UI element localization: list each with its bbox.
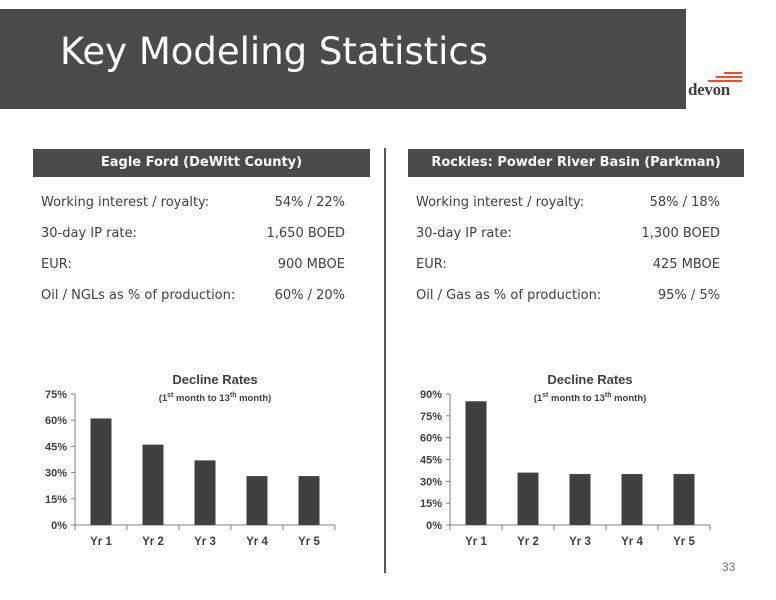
right-y-tick-label: 75% xyxy=(420,411,442,423)
logo-stripes-icon xyxy=(708,72,742,82)
left-x-tick-label: Yr 3 xyxy=(194,536,216,548)
right-x-tick-label: Yr 5 xyxy=(673,536,695,548)
right-decline-chart: Decline Rates (1st month to 13th month) 0%… xyxy=(395,368,725,563)
left-x-tick-label: Yr 2 xyxy=(142,536,164,548)
stat-label: Working interest / royalty: xyxy=(41,195,210,210)
title-banner-lower xyxy=(0,60,640,109)
right-decline-chart-svg: Decline Rates (1st month to 13th month) 0%… xyxy=(420,372,711,548)
stat-value: 60% / 20% xyxy=(274,288,345,303)
right-y-tick-label: 0% xyxy=(426,520,442,532)
left-decline-chart-svg: Decline Rates (1st month to 13th month) 0%… xyxy=(45,372,336,548)
page-number: 33 xyxy=(722,560,736,574)
left-y-tick-label: 30% xyxy=(45,468,67,480)
devon-logo: devon xyxy=(686,72,746,102)
stat-label: EUR: xyxy=(41,257,72,272)
stat-label: Oil / NGLs as % of production: xyxy=(41,288,236,303)
right-bar xyxy=(517,472,539,525)
left-y-tick-label: 60% xyxy=(45,415,67,427)
logo-text: devon xyxy=(688,80,730,99)
right-y-tick-label: 15% xyxy=(420,498,442,510)
right-x-tick-label: Yr 4 xyxy=(621,536,643,548)
left-y-tick-label: 75% xyxy=(45,389,67,401)
left-x-tick-label: Yr 4 xyxy=(246,536,268,548)
stat-label: Oil / Gas as % of production: xyxy=(416,288,602,303)
right-bar xyxy=(673,474,695,525)
slide-title: Key Modeling Statistics xyxy=(60,30,489,73)
stat-value: 58% / 18% xyxy=(649,195,720,210)
right-y-tick-label: 30% xyxy=(420,476,442,488)
stat-label: 30-day IP rate: xyxy=(416,226,512,241)
left-bar xyxy=(298,476,320,525)
right-chart-title: Decline Rates xyxy=(547,372,632,387)
right-bar xyxy=(465,401,487,525)
stat-value: 1,300 BOED xyxy=(641,226,721,241)
stat-label: 30-day IP rate: xyxy=(41,226,137,241)
right-chart-subtitle: (1st month to 13th month) xyxy=(534,392,647,404)
right-x-tick-label: Yr 1 xyxy=(465,536,487,548)
stat-value: 95% / 5% xyxy=(657,288,720,303)
stat-value: 1,650 BOED xyxy=(266,226,346,241)
stat-value: 900 MBOE xyxy=(277,257,345,272)
stat-value: 54% / 22% xyxy=(274,195,345,210)
right-x-tick-label: Yr 3 xyxy=(569,536,591,548)
left-chart-subtitle: (1st month to 13th month) xyxy=(159,392,272,404)
panel-divider xyxy=(384,148,386,573)
left-y-tick-label: 15% xyxy=(45,494,67,506)
right-x-tick-label: Yr 2 xyxy=(517,536,539,548)
left-bar xyxy=(194,460,216,525)
left-decline-chart: Decline Rates (1st month to 13th month) 0%… xyxy=(20,368,350,563)
left-y-tick-label: 0% xyxy=(51,520,67,532)
left-bar xyxy=(142,444,164,525)
left-chart-title: Decline Rates xyxy=(172,372,257,387)
right-y-tick-label: 60% xyxy=(420,433,442,445)
left-x-tick-label: Yr 1 xyxy=(90,536,112,548)
left-bar xyxy=(246,476,268,525)
right-bar xyxy=(569,474,591,525)
stat-value: 425 MBOE xyxy=(652,257,720,272)
left-bar xyxy=(90,418,112,525)
left-panel-header: Eagle Ford (DeWitt County) xyxy=(33,149,370,177)
stat-label: EUR: xyxy=(416,257,447,272)
right-y-tick-label: 45% xyxy=(420,455,442,467)
right-y-tick-label: 90% xyxy=(420,389,442,401)
stat-label: Working interest / royalty: xyxy=(416,195,585,210)
right-bar xyxy=(621,474,643,525)
right-panel-header: Rockies: Powder River Basin (Parkman) xyxy=(408,149,744,177)
left-x-tick-label: Yr 5 xyxy=(298,536,320,548)
left-y-tick-label: 45% xyxy=(45,441,67,453)
